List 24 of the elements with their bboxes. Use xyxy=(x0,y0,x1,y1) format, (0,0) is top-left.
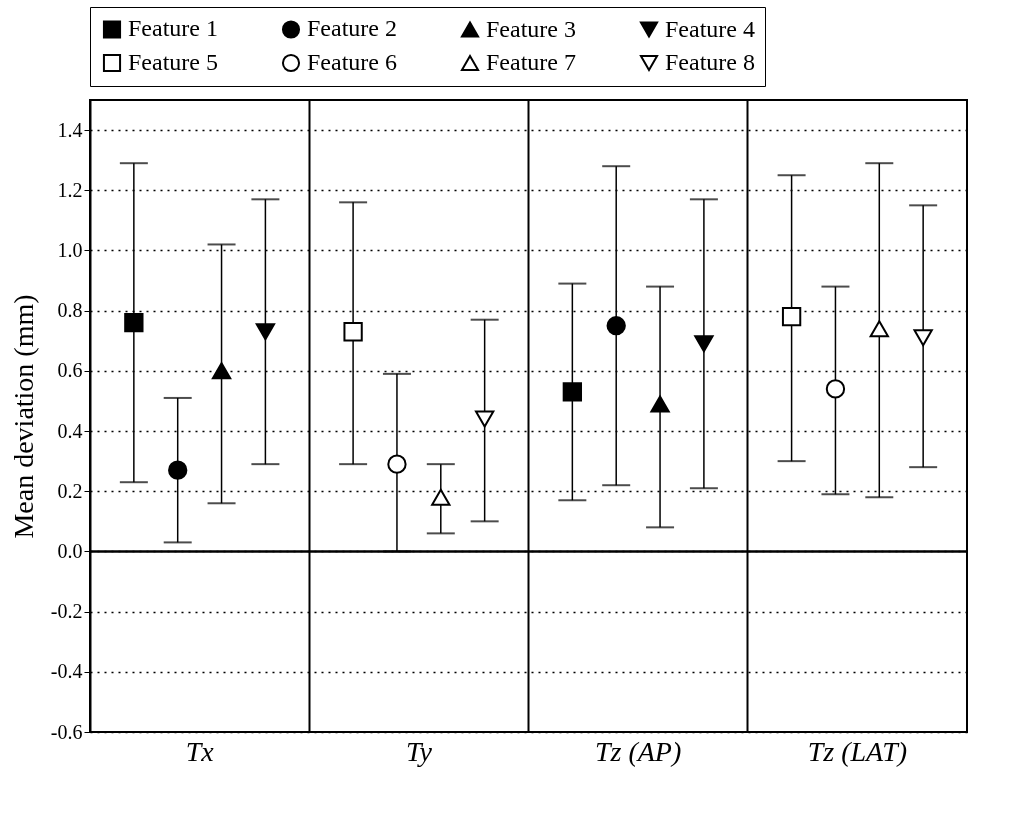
y-tick-label: 1.4 xyxy=(57,118,83,141)
legend-label: Feature 4 xyxy=(665,15,755,42)
legend-label: Feature 5 xyxy=(128,49,218,75)
x-tick-label: Tz (AP) xyxy=(594,735,682,767)
legend-label: Feature 7 xyxy=(486,49,576,75)
x-tick-label: Ty xyxy=(405,735,433,767)
legend-label: Feature 3 xyxy=(486,15,576,42)
legend-label: Feature 8 xyxy=(665,49,755,75)
legend-label: Feature 2 xyxy=(307,15,397,42)
y-tick-label: 1.2 xyxy=(57,178,83,201)
legend-label: Feature 1 xyxy=(128,15,218,42)
y-axis-title: Mean deviation (mm) xyxy=(7,294,39,539)
y-tick-label: 1.0 xyxy=(57,238,83,261)
y-tick-label: 0.0 xyxy=(57,539,83,562)
x-tick-label: Tx xyxy=(185,735,215,767)
y-tick-label: 0.4 xyxy=(57,419,83,442)
legend-label: Feature 6 xyxy=(307,49,397,75)
y-tick-label: -0.2 xyxy=(50,600,83,623)
y-tick-label: 0.8 xyxy=(57,299,83,322)
y-tick-label: -0.4 xyxy=(50,660,83,683)
y-tick-label: 0.2 xyxy=(57,479,83,502)
y-tick-label: 0.6 xyxy=(57,359,83,382)
y-tick-label: -0.6 xyxy=(50,720,83,743)
x-tick-label: Tz (LAT) xyxy=(807,735,908,767)
